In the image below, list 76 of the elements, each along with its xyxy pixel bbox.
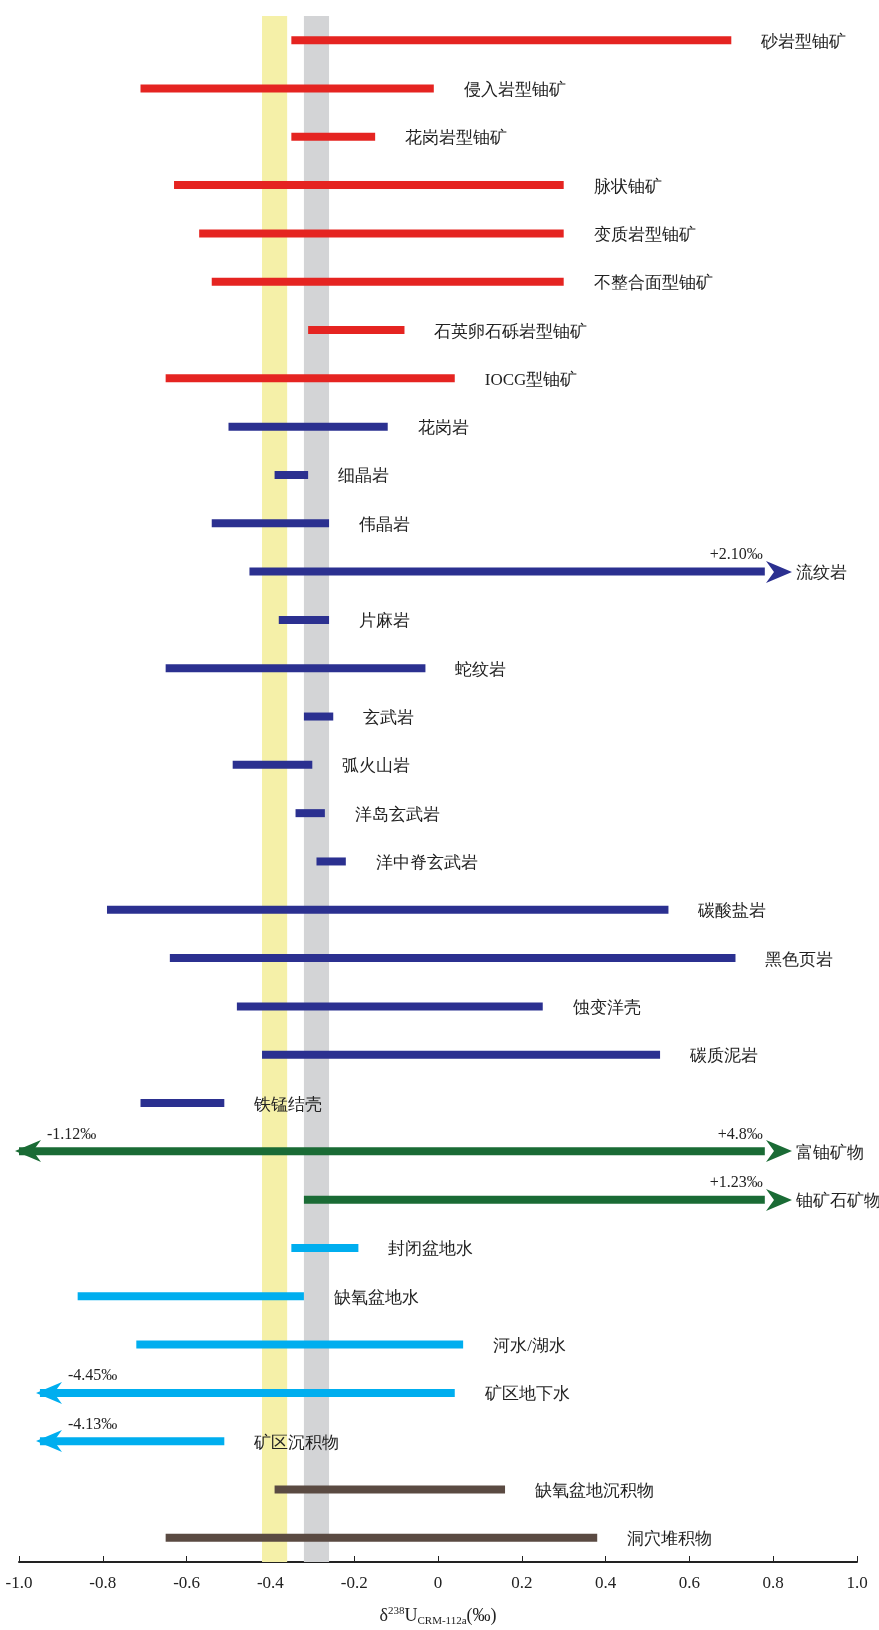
bar: [165, 664, 426, 673]
y-tick-label: 封闭盆地水: [388, 1239, 474, 1259]
bar: [278, 615, 330, 624]
bar: [303, 712, 334, 721]
annotation: +4.8‰: [717, 1124, 763, 1142]
y-tick-label: 矿区地下水: [483, 1384, 570, 1404]
y-tick-label: 伟晶岩: [359, 514, 411, 534]
y-tick-label: IOCG型铀矿: [484, 369, 578, 389]
x-tick-label: 1.0: [846, 1573, 868, 1592]
bar: [77, 1292, 304, 1301]
bar: [136, 1340, 464, 1349]
x-tick-label: -0.6: [173, 1573, 201, 1592]
y-tick-label: 缺氧盆地水: [333, 1287, 419, 1307]
bar: [295, 809, 325, 818]
y-tick-label: 富铀矿物: [795, 1142, 864, 1162]
bar: [211, 519, 330, 528]
x-tick-label: 0.2: [511, 1573, 533, 1592]
y-tick-label: 变质岩型铀矿: [593, 224, 696, 244]
x-tick-label: -1.0: [5, 1573, 33, 1592]
x-tick-label: 0: [433, 1573, 443, 1592]
bar: [140, 84, 434, 93]
bar: [262, 1050, 661, 1059]
bar: [274, 1485, 506, 1494]
annotation: +2.10‰: [709, 545, 763, 563]
y-tick-label: 流纹岩: [795, 563, 847, 583]
y-tick-label: 砂岩型铀矿: [760, 31, 847, 51]
y-tick-label: 侵入岩型铀矿: [463, 79, 566, 99]
bar: [236, 1002, 543, 1011]
y-tick-label: 细晶岩: [338, 466, 390, 486]
bar: [308, 326, 405, 335]
y-tick-label: 铁锰结壳: [253, 1094, 323, 1114]
bar: [228, 422, 388, 431]
y-tick-label: 蚀变洋壳: [572, 997, 641, 1017]
bar: [106, 905, 669, 914]
y-tick-label: 黑色页岩: [765, 949, 834, 969]
x-tick-label: -0.2: [340, 1573, 368, 1592]
x-tick-label: -0.4: [256, 1573, 285, 1592]
y-tick-label: 碳酸盐岩: [697, 901, 767, 921]
y-tick-label: 弧火山岩: [342, 756, 411, 776]
bar: [291, 1243, 359, 1252]
bar: [174, 181, 564, 190]
y-tick-label: 蛇纹岩: [455, 659, 507, 679]
y-tick-label: 河水/湖水: [493, 1336, 566, 1356]
y-tick-label: 片麻岩: [359, 611, 411, 631]
y-tick-label: 铀矿石矿物: [794, 1191, 879, 1211]
y-tick-label: 矿区沉积物: [253, 1432, 340, 1452]
y-tick-label: 缺氧盆地沉积物: [535, 1481, 655, 1501]
y-tick-label: 脉状铀矿: [593, 176, 662, 196]
bar: [140, 1099, 225, 1108]
bar: [291, 36, 732, 45]
bar: [169, 954, 736, 963]
y-tick-label: 玄武岩: [363, 708, 415, 728]
y-tick-label: 碳质泥岩: [689, 1046, 759, 1066]
x-tick-label: 0.4: [594, 1573, 617, 1592]
y-tick-label: 石英卵石砾岩型铀矿: [434, 321, 588, 341]
y-tick-label: 花岗岩: [417, 418, 469, 438]
annotation: -4.13‰: [67, 1414, 118, 1432]
bar: [165, 374, 455, 383]
annotation: -4.45‰: [67, 1366, 118, 1384]
annotation: +1.23‰: [709, 1173, 763, 1191]
bar: [165, 1533, 598, 1542]
bar: [199, 229, 564, 238]
bar: [291, 132, 376, 141]
x-tick-label: 0.8: [762, 1573, 784, 1592]
y-tick-label: 不整合面型铀矿: [593, 273, 713, 293]
x-tick-label: 0.6: [678, 1573, 701, 1592]
y-tick-label: 花岗岩型铀矿: [405, 128, 508, 148]
bar: [316, 857, 346, 866]
bar: [211, 277, 564, 286]
bar: [232, 760, 313, 769]
y-tick-label: 洋岛玄武岩: [354, 804, 440, 824]
y-tick-label: 洋中脊玄武岩: [375, 852, 478, 872]
bar: [274, 470, 309, 479]
annotation: -1.12‰: [47, 1124, 97, 1142]
x-tick-label: -0.8: [89, 1573, 117, 1592]
y-tick-label: 洞穴堆积物: [627, 1529, 713, 1549]
